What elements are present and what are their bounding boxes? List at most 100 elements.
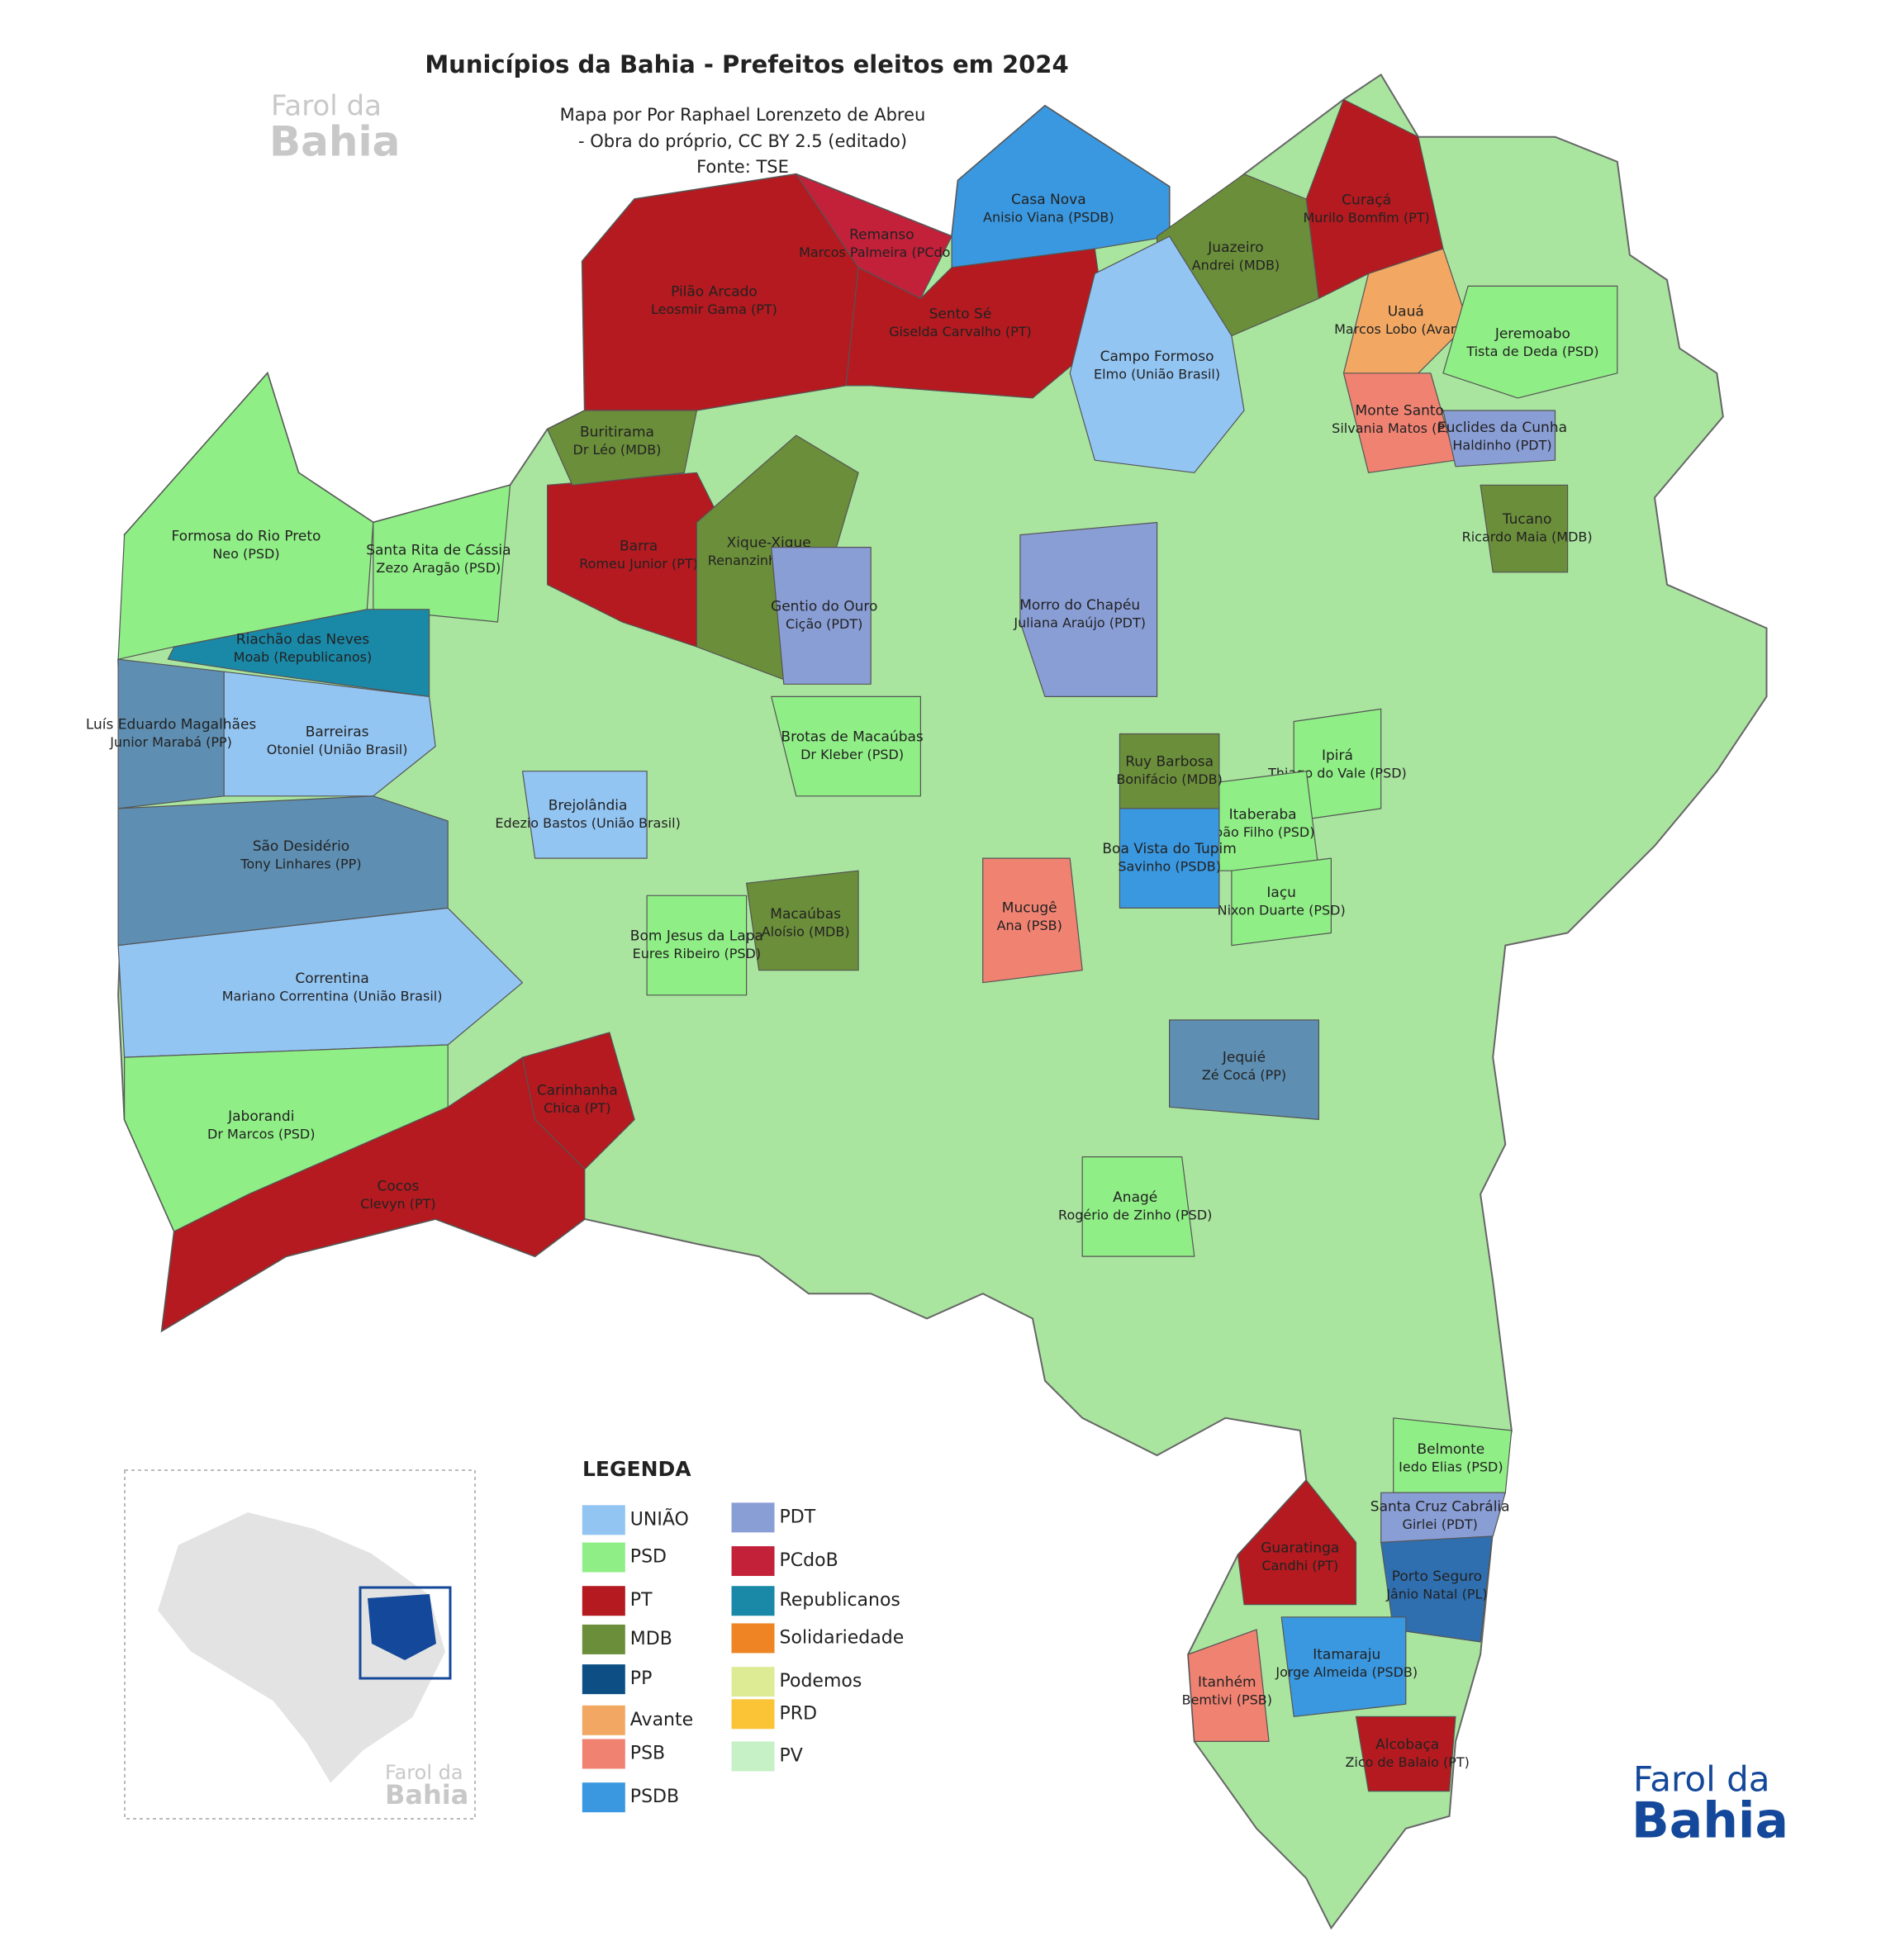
municipality bbox=[1280, 1616, 1407, 1717]
municipality-name: Santa Rita de Cássia bbox=[366, 543, 511, 559]
municipality bbox=[1119, 733, 1220, 809]
legend-label: Solidariedade bbox=[780, 1627, 905, 1648]
municipality bbox=[1442, 285, 1618, 399]
municipality bbox=[771, 546, 872, 685]
municipality-mayor: Otoniel (União Brasil) bbox=[267, 742, 408, 757]
municipality-name: Macaúbas bbox=[770, 906, 841, 923]
municipality-name: Itanhém bbox=[1198, 1674, 1256, 1691]
inset-bahia bbox=[368, 1594, 436, 1660]
municipality-name: Itamaraju bbox=[1313, 1646, 1380, 1663]
legend-swatch bbox=[731, 1586, 775, 1616]
municipality-mayor: Jânio Natal (PL) bbox=[1385, 1587, 1487, 1602]
municipality-mayor: Dr Kleber (PSD) bbox=[800, 747, 904, 762]
legend-swatch bbox=[582, 1705, 625, 1735]
legend-title: LEGENDA bbox=[582, 1457, 691, 1481]
municipality-mayor: Ricardo Maia (MDB) bbox=[1462, 529, 1593, 545]
municipality bbox=[1231, 857, 1332, 947]
municipality-mayor: Eures Ribeiro (PSD) bbox=[633, 946, 761, 961]
municipality-name: Formosa do Rio Preto bbox=[172, 528, 321, 544]
legend: UNIÃO PSD PT MDB PP Avante PSB PSDB PDT PCdoB Repu… bbox=[582, 1502, 905, 1813]
municipality-mayor: Tony Linhares (PP) bbox=[240, 857, 361, 872]
legend-label: PRD bbox=[780, 1703, 818, 1724]
inset-highlight bbox=[359, 1586, 452, 1680]
legend-swatch bbox=[582, 1664, 625, 1695]
municipality bbox=[1187, 1629, 1270, 1742]
municipality bbox=[373, 484, 511, 623]
municipality-name: Bom Jesus da Lapa bbox=[630, 928, 763, 945]
municipality-name: Ipirá bbox=[1322, 747, 1353, 764]
municipality-name: Buritirama bbox=[580, 425, 654, 441]
municipality-mayor: Junior Marabá (PP) bbox=[109, 734, 232, 750]
municipality-mayor: Juliana Araújo (PDT) bbox=[1013, 615, 1146, 630]
legend-label: Avante bbox=[630, 1710, 693, 1730]
legend-label: PCdoB bbox=[780, 1550, 838, 1571]
municipality-mayor: Giselda Carvalho (PT) bbox=[889, 324, 1032, 339]
municipality-mayor: Tista de Deda (PSD) bbox=[1465, 344, 1598, 359]
municipality-mayor: Aloísio (MDB) bbox=[762, 924, 850, 940]
municipality bbox=[646, 895, 748, 996]
municipality-name: Uauá bbox=[1388, 304, 1424, 320]
municipality bbox=[1380, 1492, 1506, 1544]
municipality-name: Monte Santo bbox=[1356, 402, 1444, 419]
legend-swatch bbox=[731, 1699, 775, 1730]
brand-top: Bahia bbox=[269, 118, 400, 166]
municipality bbox=[1342, 248, 1469, 387]
municipality-name: Luís Eduardo Magalhães bbox=[86, 717, 257, 733]
municipality bbox=[845, 248, 1108, 399]
municipality bbox=[1168, 1019, 1320, 1121]
municipality-name: Anagé bbox=[1113, 1189, 1157, 1206]
municipality-mayor: Romeu Junior (PT) bbox=[579, 556, 698, 572]
municipality-mayor: Mariano Correntina (União Brasil) bbox=[222, 988, 443, 1004]
legend-swatch bbox=[582, 1782, 625, 1813]
municipality-mayor: Candhi (PT) bbox=[1261, 1558, 1338, 1573]
municipality-name: Cocos bbox=[377, 1178, 419, 1194]
municipality bbox=[1480, 484, 1569, 573]
municipality-name: Tucano bbox=[1502, 511, 1552, 528]
municipality-name: Santa Cruz Cabrália bbox=[1370, 1498, 1510, 1515]
municipality bbox=[117, 795, 449, 947]
municipality bbox=[982, 857, 1083, 984]
legend-label: Republicanos bbox=[780, 1590, 900, 1611]
municipality-mayor: Zezo Aragão (PSD) bbox=[376, 560, 501, 576]
municipality-mayor: Iedo Elias (PSD) bbox=[1399, 1459, 1503, 1474]
legend-label: PT bbox=[630, 1590, 653, 1611]
legend-label: PV bbox=[780, 1745, 803, 1766]
municipality-mayor: Dr Léo (MDB) bbox=[573, 442, 662, 458]
municipalities: Formosa do Rio Preto Neo (PSD) Santa Rita … bbox=[86, 73, 1768, 1930]
legend-swatch bbox=[582, 1586, 625, 1616]
municipality-mayor: Leosmir Gama (PT) bbox=[651, 301, 777, 317]
municipality-name: Itaberaba bbox=[1229, 807, 1297, 823]
legend-swatch bbox=[731, 1502, 775, 1533]
brand-top: Farol da bbox=[271, 90, 382, 123]
municipality bbox=[1069, 235, 1245, 473]
municipality-mayor: Marcos Lobo (Avante) bbox=[1334, 321, 1477, 337]
municipality-name: Mucugê bbox=[1002, 900, 1057, 917]
municipality-mayor: Zé Cocá (PP) bbox=[1202, 1067, 1286, 1083]
map-subtitle: - Obra do próprio, CC BY 2.5 (editado) bbox=[578, 131, 907, 151]
map-subtitle: Fonte: TSE bbox=[696, 157, 789, 177]
inset-brazil bbox=[155, 1510, 448, 1786]
municipality-mayor: Zico de Balaio (PT) bbox=[1345, 1754, 1469, 1770]
municipality-mayor: Moab (Republicanos) bbox=[234, 649, 373, 665]
municipality bbox=[117, 907, 524, 1058]
legend-label: PP bbox=[630, 1668, 653, 1689]
municipality-mayor: Elmo (União Brasil) bbox=[1094, 367, 1220, 382]
municipality bbox=[521, 771, 648, 859]
municipality-name: Campo Formoso bbox=[1100, 349, 1214, 365]
municipality bbox=[1355, 1716, 1456, 1792]
legend-label: PDT bbox=[780, 1507, 816, 1527]
municipality bbox=[521, 1032, 635, 1170]
municipality-name: Sento Sé bbox=[929, 306, 992, 323]
municipality-mayor: Girlei (PDT) bbox=[1402, 1516, 1477, 1532]
legend-label: UNIÃO bbox=[630, 1507, 689, 1530]
municipality-name: Belmonte bbox=[1418, 1441, 1485, 1458]
municipality-name: Jeremoabo bbox=[1494, 326, 1570, 343]
municipality-mayor: Nixon Duarte (PSD) bbox=[1218, 902, 1346, 918]
municipality bbox=[1081, 1156, 1195, 1257]
municipality-mayor: Bemtivi (PSB) bbox=[1182, 1692, 1272, 1708]
municipality-name: Guaratinga bbox=[1261, 1540, 1339, 1557]
municipality-mayor: Clevyn (PT) bbox=[360, 1196, 436, 1212]
municipality bbox=[951, 105, 1171, 268]
municipality-name: São Desidério bbox=[253, 838, 350, 855]
